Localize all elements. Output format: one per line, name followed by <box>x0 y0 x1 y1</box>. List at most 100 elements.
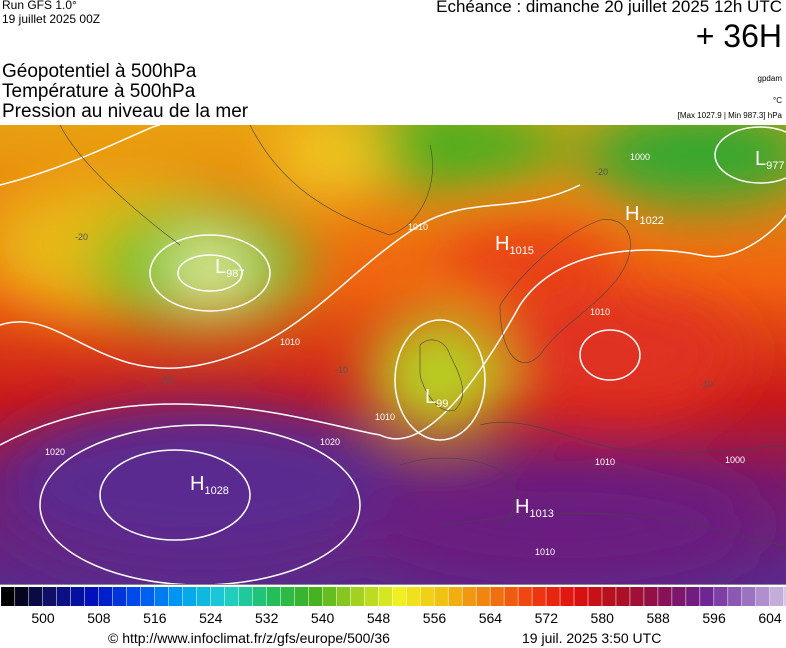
map: L987L977H1015H1022L99H1028H1013101010101… <box>0 125 786 585</box>
colorbar-tick-label: 572 <box>535 610 559 626</box>
center-letter: L <box>215 256 226 278</box>
colorbar-swatch <box>1 587 15 606</box>
isobar-label: 1010 <box>535 547 555 557</box>
field: Température à 500hPa <box>2 81 196 102</box>
temperature-label: -10 <box>335 365 348 375</box>
colorbar-swatch <box>210 587 225 606</box>
colorbar-swatch <box>126 587 141 606</box>
colorbar-swatch <box>43 587 57 606</box>
colorbar-tick-label: 500 <box>31 610 55 626</box>
lead-time: + 36H <box>695 18 782 54</box>
run: Run GFS 1.0° <box>2 0 77 12</box>
colorbar-swatch <box>532 587 546 606</box>
pressure-center: H1028 <box>190 473 229 497</box>
colorbar-swatch <box>574 587 588 606</box>
field-shading <box>0 125 786 585</box>
colorbar-swatch <box>434 587 448 606</box>
pressure-center: L99 <box>425 386 448 410</box>
colorbar-swatch <box>98 587 113 606</box>
colorbar-swatch <box>686 587 700 606</box>
colorbar-tick-label: 564 <box>479 610 503 626</box>
colorbar-tick-label: 604 <box>758 610 782 626</box>
colorbar-swatch <box>476 587 490 606</box>
center-letter: H <box>515 496 529 518</box>
temperature-label: -20 <box>595 167 608 177</box>
colorbar-swatch <box>770 587 784 606</box>
isobar-label: 1010 <box>595 457 615 467</box>
isobar-label: 1020 <box>320 437 340 447</box>
pressure-center: H1013 <box>515 496 554 520</box>
center-value: 99 <box>436 398 448 410</box>
isobar-label: 1000 <box>630 152 650 162</box>
colorbar-swatch <box>756 587 770 606</box>
unit: °C <box>773 96 782 105</box>
colorbar-swatch <box>616 587 630 606</box>
colorbar-swatch <box>504 587 518 606</box>
colorbar-swatch <box>280 587 295 606</box>
colorbar-swatch <box>448 587 462 606</box>
isobar-label: 1010 <box>375 412 395 422</box>
colorbar: 500 508 516 524 532 540 548 556 564 572 580 588 596 6… <box>1 587 786 626</box>
colorbar-tick-label: 516 <box>143 610 167 626</box>
colorbar-swatch <box>168 587 183 606</box>
colorbar-swatch <box>140 587 155 606</box>
colorbar-swatch <box>658 587 672 606</box>
colorbar-swatch <box>238 587 253 606</box>
center-letter: L <box>425 386 436 408</box>
colorbar-swatch <box>252 587 267 606</box>
isobar-label: 1000 <box>725 455 745 465</box>
colorbar-swatch <box>560 587 574 606</box>
colorbar-swatch <box>406 587 420 606</box>
isobar-label: 1010 <box>408 222 428 232</box>
center-letter: L <box>755 148 766 170</box>
colorbar-swatch <box>672 587 686 606</box>
pressure-center: H1022 <box>625 203 664 227</box>
run-date: 19 juillet 2025 00Z <box>2 12 101 26</box>
isobar-label: 1010 <box>590 307 610 317</box>
timestamp: 19 juil. 2025 3:50 UTC <box>522 630 662 646</box>
colorbar-swatch <box>322 587 337 606</box>
unit: [Max 1027.9 | Min 987.3] hPa <box>677 111 782 120</box>
colorbar-swatch <box>490 587 504 606</box>
temperature-label: -10 <box>700 379 713 389</box>
colorbar-swatch <box>350 587 365 606</box>
center-value: 1013 <box>529 508 553 520</box>
colorbar-swatch <box>336 587 351 606</box>
colorbar-swatch <box>588 587 602 606</box>
colorbar-tick-label: 588 <box>646 610 670 626</box>
echeance: Echéance : dimanche 20 juillet 2025 12h … <box>436 0 782 16</box>
colorbar-swatch <box>266 587 281 606</box>
pressure-center: L987 <box>215 256 244 280</box>
colorbar-swatch <box>392 587 406 606</box>
colorbar-swatch <box>728 587 742 606</box>
colorbar-tick-label: 508 <box>87 610 111 626</box>
center-letter: H <box>190 473 204 495</box>
center-value: 1022 <box>639 215 663 227</box>
colorbar-tick-label: 596 <box>702 610 726 626</box>
center-letter: H <box>495 233 509 255</box>
field: Pression au niveau de la mer <box>2 101 249 122</box>
colorbar-swatch <box>196 587 211 606</box>
colorbar-swatch <box>224 587 239 606</box>
isobar-label: 1010 <box>280 337 300 347</box>
isobars <box>0 125 786 585</box>
colorbar-tick-label: 548 <box>367 610 391 626</box>
colorbar-swatch <box>700 587 714 606</box>
colorbar-tick-label: 524 <box>199 610 223 626</box>
colorbar-tick-label: 532 <box>255 610 279 626</box>
colorbar-tick-label: 580 <box>591 610 615 626</box>
pressure-center: L977 <box>755 148 784 172</box>
colorbar-swatch <box>462 587 476 606</box>
isobar-label: 1020 <box>45 447 65 457</box>
unit: gpdam <box>757 74 782 83</box>
colorbar-swatch <box>420 587 434 606</box>
colorbar-swatch <box>546 587 560 606</box>
colorbar-tick-label: 556 <box>423 610 447 626</box>
colorbar-swatch <box>84 587 99 606</box>
colorbar-swatch <box>378 587 393 606</box>
colorbar-swatch <box>308 587 323 606</box>
pressure-center: H1015 <box>495 233 534 257</box>
center-letter: H <box>625 203 639 225</box>
colorbar-swatch <box>112 587 127 606</box>
